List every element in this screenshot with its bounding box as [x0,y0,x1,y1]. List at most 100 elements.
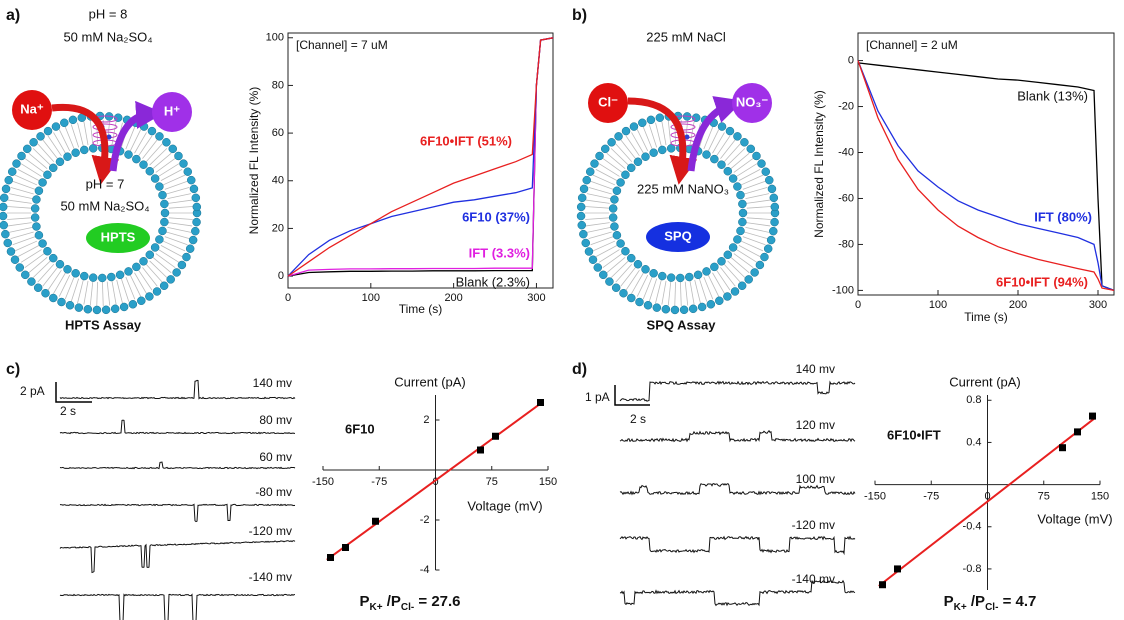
lipid-tail [125,126,136,150]
lipid-tail [598,249,620,263]
condition: 50 mM Na₂SO₄ [60,198,149,213]
current-trace [59,379,296,400]
lipid-head [158,190,167,200]
lipid-head [626,253,636,263]
ratio-part: Cl- [985,602,998,613]
lipid-head [610,222,619,231]
plot-frame [857,32,1115,296]
lipid-head [746,144,756,154]
lipid-tail [168,222,193,227]
lipid-tail [723,264,741,283]
lipid-tail [585,199,610,204]
ion [152,92,192,132]
lipid-head [65,301,75,310]
lipid-head [710,154,719,164]
lipid-head [132,262,141,272]
lipid-head [177,260,187,270]
lipid-tail [667,281,672,306]
lipid-tail [42,267,58,287]
lipid-tail [17,168,40,181]
lipid-head [661,304,671,314]
lipid-tail [77,279,84,304]
lipid-head [608,213,618,222]
lipid-head [614,132,623,141]
series-label: IFT (3.3%) [469,245,530,260]
lipid-head [48,253,58,263]
series-line [857,60,1115,292]
lipid-tail [160,245,183,258]
lipid-head [725,126,735,136]
lipid-tail [10,186,34,195]
lipid-tail [730,257,750,274]
lipid-head [755,260,765,270]
lipid-head [581,238,590,248]
lipid-tail [592,240,616,252]
lipid-tail [20,163,42,177]
lipid-tail [648,124,658,148]
lipid-tail [47,135,62,157]
voltage-label: -80 mv [255,485,292,499]
lipid-tail [145,264,163,283]
lipid-tail [625,269,640,291]
y-axis-label: Current (pA) [949,374,1021,389]
lipid-tail [740,174,764,186]
annotation: [Channel] = 7 uM [296,38,388,52]
lipid-head [55,259,65,269]
lipid-tail [129,129,142,152]
condition: 225 mM NaCl [646,29,726,44]
lipid-tail [106,281,111,306]
lipid-head [0,202,8,212]
lipid-tail [636,129,649,152]
x-tick-label: -75 [371,476,387,488]
lipid-head [616,239,625,248]
ion [588,83,628,123]
lipid-head [576,202,586,212]
lipid-head [160,217,169,227]
lipid-head [702,267,711,276]
lipid-tail [723,143,741,162]
lipid-tail [745,226,770,233]
lipid-tail [168,199,193,204]
lipid-head [43,170,52,180]
lipid-tail [158,163,180,177]
lipid-head [750,268,759,277]
lipid-tail [620,267,636,287]
annotation: 6F10•IFT [887,427,941,442]
x-tick-label: 75 [486,476,498,488]
lipid-head [652,303,662,312]
lipid-head [137,296,146,306]
lipid-head [150,174,160,183]
lipid-head [627,293,636,303]
x-tick-label: 0 [285,292,291,304]
lipid-tail [116,279,123,304]
efflux-arrow [687,96,744,172]
lipid-head [38,178,47,187]
lipid-tail [152,152,172,169]
lipid-head [43,246,52,256]
condition: 225 mM NaNO₃ [637,181,729,196]
lipid-tail [7,217,32,220]
lipid-tail [102,281,104,306]
lipid-tail [631,272,644,294]
lipid-head [182,252,191,262]
lipid-head [187,175,196,185]
lipid-head [139,257,148,266]
influx-arrow [51,103,120,185]
lipid-head [43,126,53,136]
lipid-head [155,132,164,141]
lipid-head [649,269,658,278]
lipid-tail [689,280,695,305]
lipid-head [0,211,8,221]
lipid-tail [694,279,701,304]
lipid-head [585,167,595,176]
lipid-tail [12,236,36,246]
lipid-tail [32,260,51,278]
lipid-tail [120,278,130,302]
lipid-tail [37,143,55,162]
lipid-tail [746,206,771,209]
panel-label: a) [6,7,20,24]
lipid-head [633,157,643,167]
lipid-head [155,235,164,244]
lipid-tail [585,206,610,209]
